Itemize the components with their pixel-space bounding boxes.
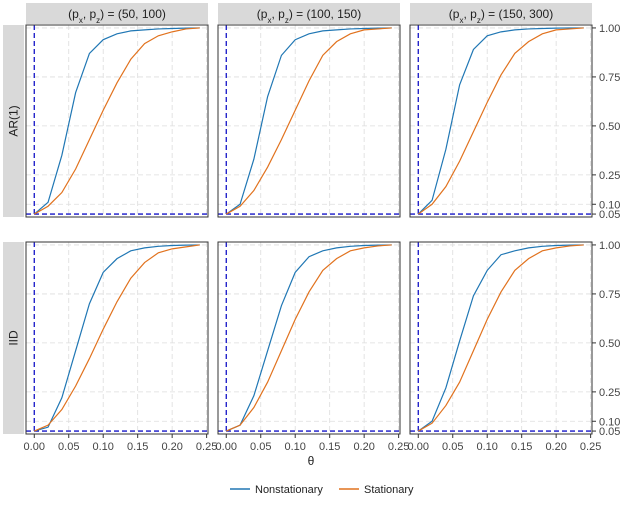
series-line-stationary — [226, 244, 392, 432]
y-tick-label: 0.50 — [599, 121, 620, 133]
right-y-axis: 0.050.100.250.500.751.000.050.100.250.50… — [592, 23, 620, 438]
strip-text: ) = (100, 150) — [289, 7, 361, 21]
row-strip-1 — [3, 25, 24, 217]
series-line-nonstationary — [417, 27, 584, 215]
x-axis: 0.00 0.05 0.10 0.15 0.20 0.250.00 0.05 0.10 0.15… — [24, 434, 601, 453]
panel-background — [218, 242, 400, 434]
x-tick-label: 0.25 — [388, 441, 409, 453]
x-tick-label: 0.15 — [319, 441, 340, 453]
x-tick-label: 0.05 — [442, 441, 463, 453]
y-tick-label: 0.10 — [599, 416, 620, 428]
series-line-nonstationary — [34, 244, 200, 432]
panel-r2-c3 — [409, 241, 593, 435]
column-strip-label-3: (px, pz) = (150, 300) — [449, 7, 553, 25]
column-strip-2 — [218, 3, 400, 24]
panel-r1-c3 — [409, 24, 593, 218]
x-tick-label: 0.05 — [58, 441, 79, 453]
x-tick-label: 0.15 — [127, 441, 148, 453]
strip-text: ) = (50, 100) — [100, 7, 166, 21]
strip-subscript: z — [285, 16, 289, 25]
series-line-stationary — [417, 27, 584, 215]
x-tick-label: 0.20 — [161, 441, 182, 453]
panel-border — [217, 24, 401, 218]
row-strip-label-2: IID — [7, 330, 21, 346]
strip-subscript: x — [79, 16, 83, 25]
panel-border — [25, 24, 209, 218]
strip-text: ) = (150, 300) — [481, 7, 553, 21]
legend: Nonstationary Stationary — [230, 484, 414, 496]
panel-r2-c1 — [25, 241, 209, 435]
x-tick-label: 0.00 — [24, 441, 45, 453]
x-tick-label: 0.15 — [511, 441, 532, 453]
x-tick-label: 0.10 — [477, 441, 498, 453]
x-tick-label: 0.20 — [545, 441, 566, 453]
panel-border — [409, 24, 593, 218]
series-line-nonstationary — [417, 244, 584, 432]
panel-background — [410, 25, 592, 217]
y-tick-label: 0.75 — [599, 72, 620, 84]
x-tick-label: 0.10 — [93, 441, 114, 453]
y-tick-label: 0.05 — [599, 426, 620, 438]
strip-subscript: x — [267, 16, 271, 25]
strip-text: , p — [271, 7, 285, 21]
panel-background — [410, 242, 592, 434]
strip-text: (p — [257, 7, 268, 21]
y-tick-label: 0.10 — [599, 199, 620, 211]
y-tick-label: 0.50 — [599, 338, 620, 350]
x-tick-label: 0.25 — [196, 441, 217, 453]
x-tick-label: 0.00 — [216, 441, 237, 453]
x-tick-label: 0.10 — [285, 441, 306, 453]
series-line-stationary — [417, 244, 584, 432]
panel-background — [26, 242, 208, 434]
panel-border — [217, 241, 401, 435]
strip-text: , p — [83, 7, 97, 21]
x-tick-label: 0.25 — [580, 441, 601, 453]
strip-text: (p — [68, 7, 79, 21]
y-tick-label: 1.00 — [599, 23, 620, 35]
panels-layer: (px, pz) = (50, 100) (px, pz) = (100, 150… — [3, 3, 593, 435]
series-line-nonstationary — [226, 244, 392, 432]
strip-text: , p — [463, 7, 477, 21]
series-line-stationary — [225, 27, 392, 215]
panel-border — [25, 241, 209, 435]
panel-background — [218, 25, 400, 217]
strip-text: (p — [449, 7, 460, 21]
y-tick-label: 0.05 — [599, 209, 620, 221]
strip-subscript: z — [477, 16, 481, 25]
row-strip-label-1: AR(1) — [7, 105, 21, 136]
panel-r1-c1 — [25, 24, 209, 218]
series-line-nonstationary — [33, 27, 200, 215]
series-line-stationary — [34, 244, 200, 432]
series-line-nonstationary — [225, 27, 392, 215]
panel-background — [26, 25, 208, 217]
x-tick-label: 0.20 — [353, 441, 374, 453]
y-tick-label: 0.75 — [599, 289, 620, 301]
y-tick-label: 1.00 — [599, 240, 620, 252]
legend-label-nonstationary: Nonstationary — [255, 484, 323, 496]
strip-subscript: z — [96, 16, 100, 25]
series-line-stationary — [33, 27, 200, 215]
column-strip-label-1: (px, pz) = (50, 100) — [68, 7, 166, 25]
legend-label-stationary: Stationary — [364, 484, 414, 496]
column-strip-label-2: (px, pz) = (100, 150) — [257, 7, 361, 25]
x-axis-label: θ — [308, 454, 315, 468]
x-tick-label: 0.00 — [408, 441, 429, 453]
y-tick-label: 0.25 — [599, 387, 620, 399]
panel-r2-c2 — [217, 241, 401, 435]
column-strip-1 — [26, 3, 208, 24]
panel-border — [409, 241, 593, 435]
row-strip-2 — [3, 242, 24, 434]
column-strip-3 — [410, 3, 592, 24]
y-tick-label: 0.25 — [599, 170, 620, 182]
panel-r1-c2 — [217, 24, 401, 218]
x-tick-label: 0.05 — [250, 441, 271, 453]
strip-subscript: x — [459, 16, 463, 25]
